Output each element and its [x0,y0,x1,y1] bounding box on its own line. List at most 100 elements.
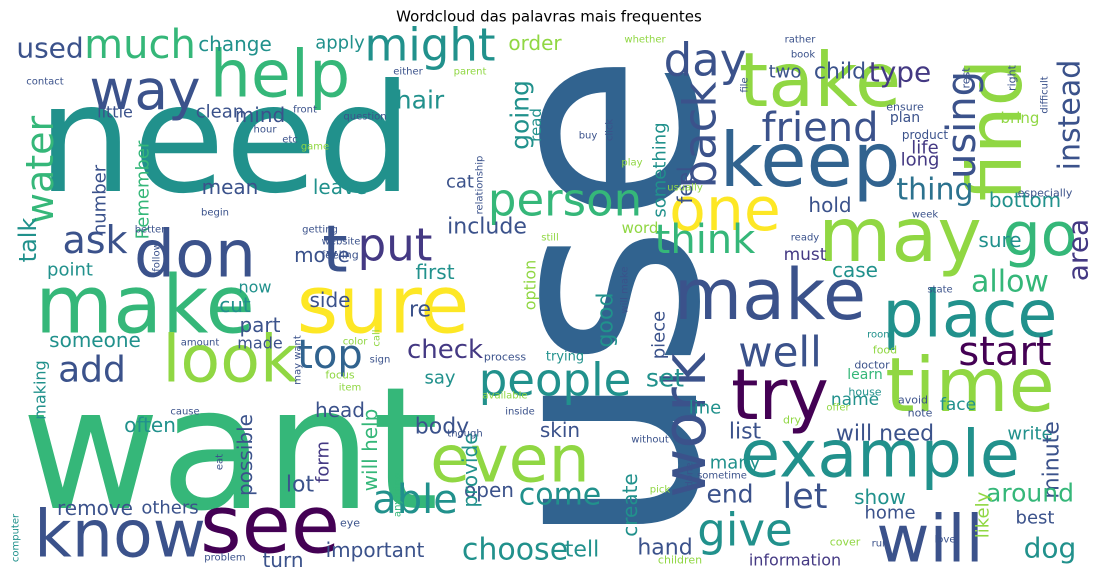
word: day [664,34,747,87]
word: one [669,175,781,245]
word: come [519,478,602,513]
word: clean [196,102,244,123]
word: made [237,334,282,353]
word: around [986,479,1074,508]
word: turn [262,548,303,572]
word: option [521,260,540,311]
word: remove [57,496,133,520]
word: good [594,293,619,348]
word: file [740,77,751,92]
word: click [605,119,616,142]
word: note [908,407,933,420]
word: often [124,413,176,437]
word: without [631,435,669,446]
word: book [791,50,816,61]
word: better [135,225,166,236]
word: ask [62,218,127,262]
word: ensure [886,101,924,114]
word: t [322,213,348,288]
word: home [864,503,915,524]
word: time [885,341,1054,429]
word: ready [791,233,820,244]
word: doctor [854,359,890,372]
word: color [343,337,369,348]
word: available [482,391,527,402]
word: say [424,368,455,389]
word: end [706,480,753,509]
word: hold [808,193,851,217]
word: buy [579,131,598,142]
word: focus [325,369,355,382]
word: computer [11,513,22,562]
word: child [814,60,866,85]
word: relationship [475,156,486,215]
word: cause [170,407,199,418]
word: side [310,288,351,312]
word: whether [624,35,666,46]
word: part [239,313,280,337]
word: line [689,398,721,419]
word: check [407,335,483,365]
word: life [911,138,938,159]
word: keep [720,116,901,204]
word: cut [219,293,251,317]
word: take [739,36,901,124]
word: feeling [321,249,358,262]
word: usually [667,183,703,194]
word: back [674,82,727,189]
word: first [415,260,454,284]
word: either [393,67,423,78]
word: especially [1018,187,1073,200]
word: little [97,103,133,122]
word: create [618,473,642,537]
word: head [315,398,365,422]
word: website [322,237,361,248]
word: likely [973,491,994,538]
word: write [1007,424,1052,445]
word: will [876,503,983,578]
word: state [927,285,952,296]
word: sign [370,355,391,366]
word: see [200,479,340,572]
word: item [339,383,362,394]
word: rather [785,35,817,46]
word: avoid [898,394,928,407]
word: follow [152,242,163,272]
word: anything [393,473,404,517]
word: let [783,477,828,517]
word: amount [181,338,220,349]
word: want [21,351,439,549]
word: bottom [989,188,1061,212]
word: will help [358,409,382,492]
word: minute [1040,421,1065,499]
word: Remember [133,140,154,239]
word: even [430,423,590,498]
word: best [1016,508,1055,529]
word: cat [446,172,474,193]
word: hour [254,125,278,136]
word: give [697,504,792,557]
word: eye [340,517,360,530]
word: pick [650,485,671,496]
chart-title: Wordcloud das palavras mais frequentes [396,8,702,26]
word: read [527,108,545,142]
word: person [488,174,642,227]
word: change [198,32,272,56]
word: plan [890,110,920,126]
word: difficult [1040,76,1051,113]
word: re [409,298,431,323]
word: talk [14,218,42,263]
word: form [313,441,334,483]
word: hair [396,86,445,115]
word: sure [978,228,1021,252]
word: find [951,59,1039,201]
word: provide [458,432,482,507]
word: piece [649,311,670,359]
word: two [769,62,802,83]
word: word [622,219,659,237]
word: set [646,364,684,393]
word: using [939,71,985,179]
word: dog [1024,532,1077,565]
